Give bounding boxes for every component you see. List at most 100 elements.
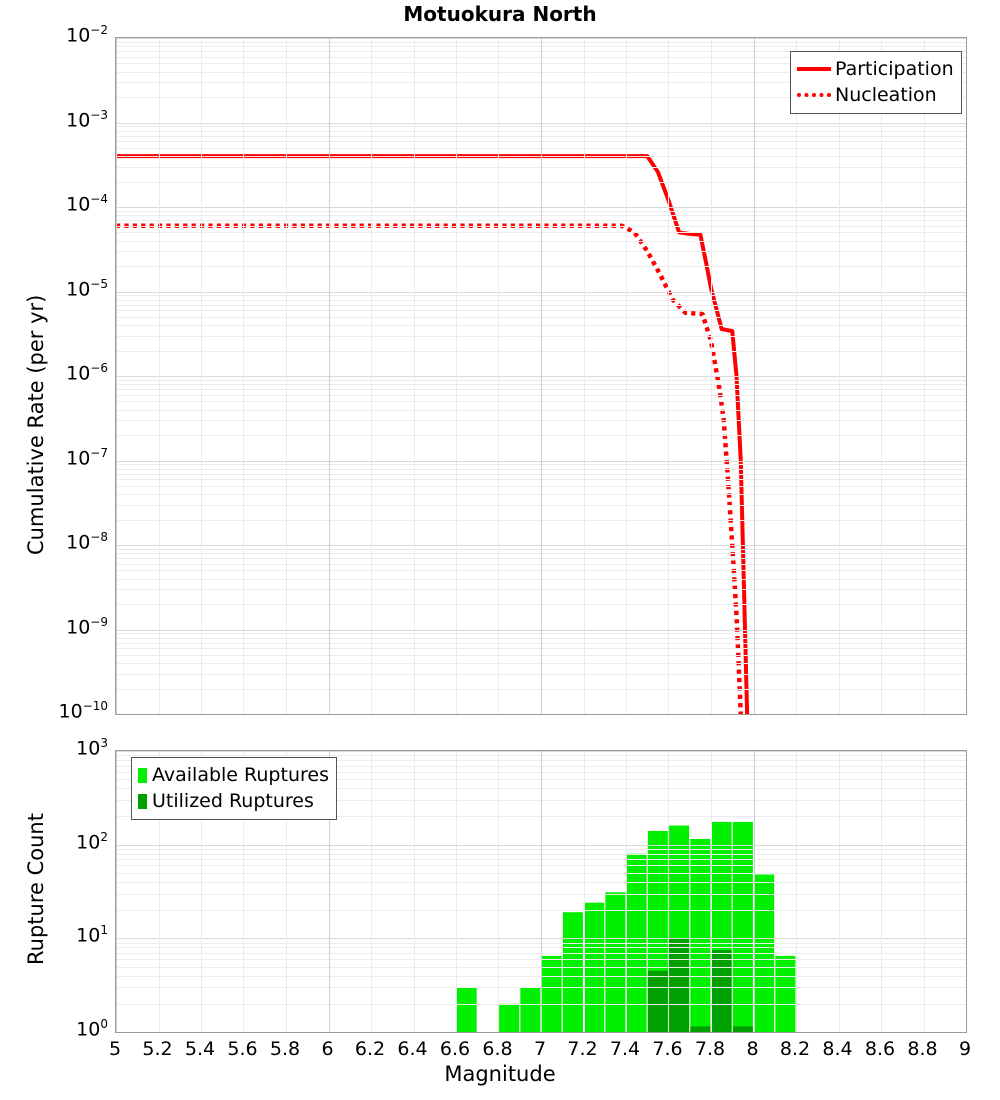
grid-minor-v	[584, 38, 585, 714]
bar-available	[562, 912, 583, 1032]
grid-minor-v	[796, 751, 797, 1032]
legend-label-participation: Participation	[835, 58, 954, 80]
grid-minor-v	[456, 751, 457, 1032]
x-tick: 6.2	[354, 1038, 386, 1060]
grid-minor-v	[924, 38, 925, 714]
x-tick: 5.2	[142, 1038, 173, 1060]
x-tick: 8	[746, 1038, 759, 1060]
grid-minor-v	[371, 751, 372, 1032]
grid-major-v	[754, 38, 755, 714]
grid-minor-v	[159, 38, 160, 714]
grid-minor-v	[371, 38, 372, 714]
grid-minor-v	[498, 751, 499, 1032]
x-tick: 5	[108, 1038, 122, 1060]
x-tick: 8.6	[864, 1038, 896, 1060]
x-tick: 9	[958, 1038, 972, 1060]
x-tick: 7.2	[567, 1038, 598, 1060]
grid-minor-v	[201, 751, 202, 1032]
bar-available	[541, 955, 562, 1032]
dotted-line-icon	[797, 93, 831, 97]
grid-minor-v	[924, 751, 925, 1032]
rupture-count-plot	[115, 750, 967, 1033]
grid-minor-v	[711, 38, 712, 714]
grid-major-v	[116, 38, 117, 714]
bar-available	[690, 838, 711, 1032]
grid-major-v	[754, 751, 755, 1032]
grid-major-h	[116, 714, 966, 715]
grid-minor-v	[286, 751, 287, 1032]
grid-major-v	[329, 38, 330, 714]
grid-major-v	[329, 751, 330, 1032]
grid-minor-v	[881, 751, 882, 1032]
top-y-tick: 10−4	[66, 192, 108, 216]
top-y-tick: 10−5	[66, 276, 108, 300]
page-title: Motuokura North	[403, 2, 597, 26]
top-y-tick: 10−3	[66, 107, 108, 131]
x-tick: 6	[321, 1038, 334, 1060]
cumulative-rate-plot	[115, 37, 967, 715]
top-y-tick: 10−2	[66, 23, 108, 47]
top-y-tick: 10−8	[66, 530, 108, 554]
x-tick: 7.6	[652, 1038, 683, 1060]
grid-major-v	[116, 751, 117, 1032]
legend-label-utilized: Utilized Ruptures	[152, 790, 314, 812]
grid-minor-v	[498, 38, 499, 714]
bar-utilized	[647, 970, 668, 1032]
bottom-y-tick: 100	[76, 1017, 108, 1041]
bar-available	[520, 987, 541, 1032]
bar-available	[605, 892, 626, 1032]
grid-major-v	[541, 38, 542, 714]
grid-minor-v	[243, 751, 244, 1032]
legend-item-nucleation: Nucleation	[797, 82, 954, 108]
top-y-tick: 10−6	[66, 361, 108, 385]
grid-major-v	[541, 751, 542, 1032]
top-y-tick: 10−10	[58, 699, 108, 723]
bottom-y-tick: 102	[76, 829, 108, 853]
solid-line-icon	[797, 67, 831, 71]
grid-minor-v	[286, 38, 287, 714]
x-tick: 8.8	[907, 1038, 938, 1060]
grid-minor-v	[668, 38, 669, 714]
bar-utilized	[669, 938, 690, 1032]
top-y-tick: 10−7	[66, 445, 108, 469]
legend-item-participation: Participation	[797, 56, 954, 82]
bar-utilized	[732, 1026, 753, 1032]
x-tick: 8.2	[779, 1038, 811, 1060]
legend-label-available: Available Ruptures	[152, 764, 329, 786]
grid-minor-v	[626, 38, 627, 714]
grid-minor-v	[201, 38, 202, 714]
curve-nucleation	[116, 223, 743, 714]
legend-item-utilized: Utilized Ruptures	[138, 788, 329, 814]
top-y-axis-label: Cumulative Rate (per yr)	[24, 294, 48, 555]
grid-minor-v	[881, 38, 882, 714]
grid-minor-v	[796, 38, 797, 714]
grid-minor-v	[243, 38, 244, 714]
bottom-y-tick: 101	[76, 923, 108, 947]
bar-utilized	[690, 1026, 711, 1032]
grid-minor-v	[414, 38, 415, 714]
grid-minor-v	[668, 751, 669, 1032]
x-tick: 5.6	[227, 1038, 258, 1060]
x-tick: 5.4	[184, 1038, 216, 1060]
grid-minor-v	[584, 751, 585, 1032]
bottom-y-tick: 103	[76, 736, 108, 760]
bar-utilized	[711, 950, 732, 1032]
grid-minor-v	[456, 38, 457, 714]
bar-available	[456, 987, 477, 1032]
x-tick: 7	[533, 1038, 547, 1060]
bar-available	[775, 955, 796, 1032]
x-tick: 8.4	[822, 1038, 853, 1060]
grid-minor-v	[839, 38, 840, 714]
x-axis-label: Magnitude	[444, 1062, 556, 1086]
top-legend: Participation Nucleation	[790, 51, 962, 114]
bottom-legend: Available Ruptures Utilized Ruptures	[131, 757, 337, 820]
grid-minor-v	[626, 751, 627, 1032]
x-tick: 7.4	[609, 1038, 641, 1060]
x-tick: 5.8	[269, 1038, 301, 1060]
grid-minor-v	[159, 751, 160, 1032]
x-tick: 6.6	[439, 1038, 471, 1060]
grid-minor-v	[414, 751, 415, 1032]
grid-major-v	[966, 38, 967, 714]
top-y-tick: 10−9	[66, 614, 108, 638]
